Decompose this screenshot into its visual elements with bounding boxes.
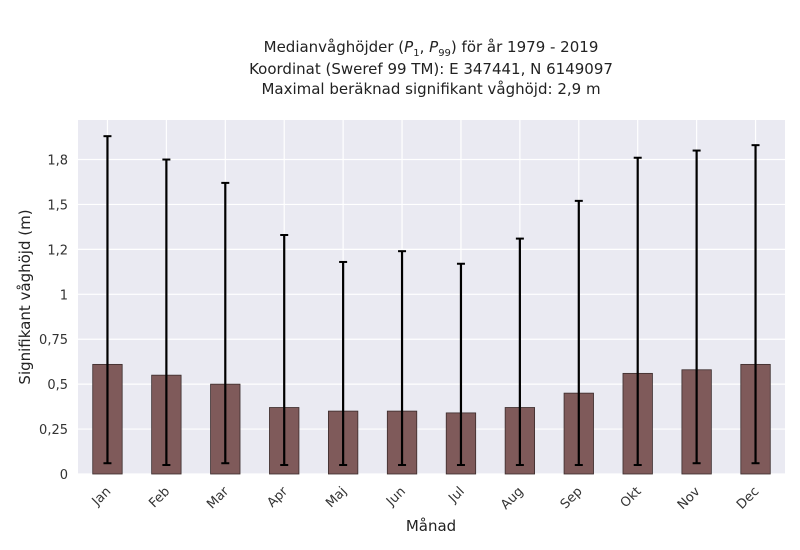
title-line-1: Medianvåghöjder (P1, P99) för år 1979 - … — [264, 38, 599, 59]
chart-title: Medianvåghöjder (P1, P99) för år 1979 - … — [249, 38, 613, 98]
error-bars — [103, 135, 760, 467]
x-tick-label: Jan — [89, 484, 114, 509]
y-tick-labels: 0 0,25 0,5 0,75 1 1,2 1,5 1,8 — [39, 154, 68, 483]
x-tick-label: Feb — [146, 484, 173, 511]
x-tick-label: Mar — [204, 484, 232, 512]
x-tick-labels: Jan Feb Mar Apr Maj Jun Jul Aug Sep Okt Nov Dec — [89, 484, 763, 513]
y-tick-label: 1,2 — [47, 243, 68, 258]
y-tick-label: 0 — [60, 468, 68, 483]
y-tick-label: 0,25 — [39, 423, 68, 438]
x-tick-label: Jul — [445, 484, 467, 506]
x-tick-label: Nov — [675, 484, 704, 513]
x-tick-label: Jun — [383, 484, 409, 510]
y-tick-label: 1 — [60, 288, 68, 303]
x-tick-label: Maj — [323, 484, 350, 511]
x-axis-label: Månad — [406, 517, 456, 535]
plot-area — [78, 120, 785, 474]
title-line-2: Koordinat (Sweref 99 TM): E 347441, N 61… — [249, 60, 613, 78]
y-tick-label: 0,5 — [47, 378, 68, 393]
x-tick-label: Apr — [265, 484, 292, 511]
y-tick-label: 1,5 — [47, 198, 68, 213]
y-tick-label: 0,75 — [39, 333, 68, 348]
y-axis-label: Signifikant våghöjd (m) — [16, 209, 34, 384]
x-tick-label: Dec — [734, 484, 762, 512]
x-tick-label: Aug — [498, 484, 527, 513]
title-line-3: Maximal beräknad signifikant våghöjd: 2,… — [261, 80, 600, 98]
y-gridlines — [78, 158, 785, 475]
y-tick-label: 1,8 — [47, 154, 68, 169]
x-tick-label: Sep — [558, 484, 586, 512]
x-tick-label: Okt — [618, 484, 645, 511]
